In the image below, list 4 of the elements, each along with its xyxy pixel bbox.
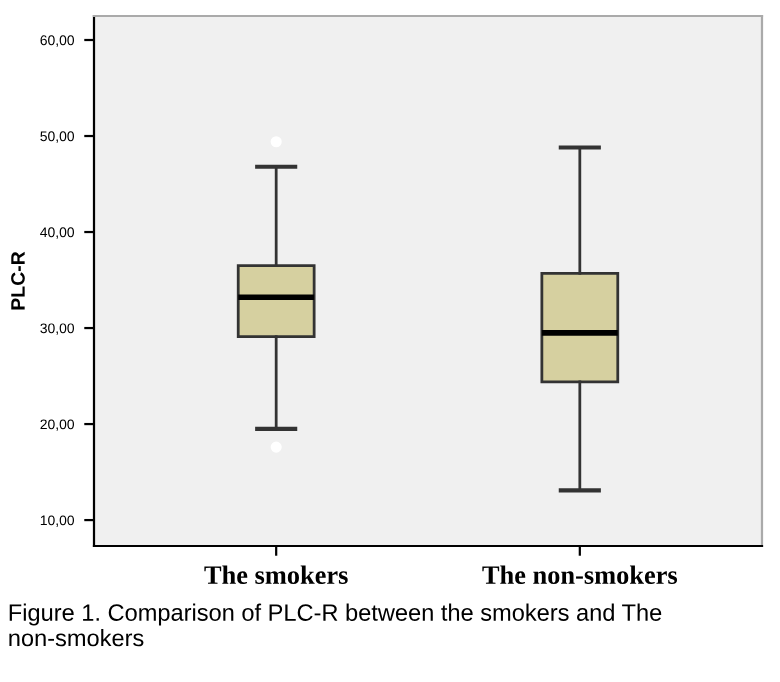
y-axis-title: PLC-R	[11, 251, 25, 310]
x-tick-label: The smokers	[204, 565, 348, 585]
caption: Figure 1. Comparison of PLC-R between the smokers and The non-smokers	[9, 603, 662, 647]
x-tick-label: The non-smokers	[482, 565, 678, 585]
